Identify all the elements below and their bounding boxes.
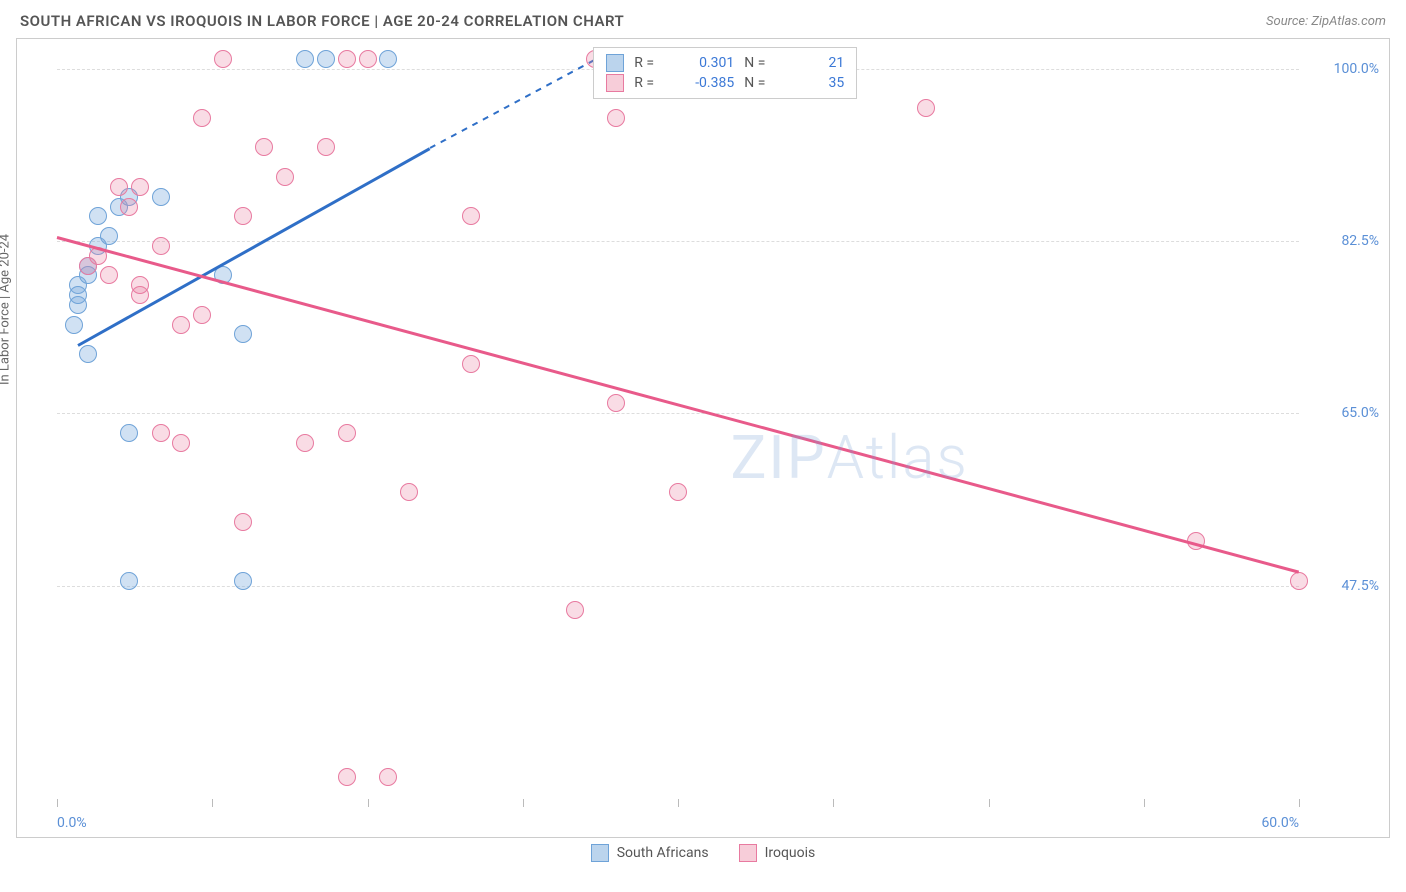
y-tick-label: 65.0% [1341,405,1379,421]
data-point [462,355,480,373]
n-value: 35 [784,75,844,91]
x-tick-right: 60.0% [1261,815,1299,831]
source-label: Source: ZipAtlas.com [1266,14,1386,29]
trendline [429,59,596,149]
trendline [77,148,430,347]
data-point [379,768,397,786]
data-point [120,572,138,590]
x-tick-mark [678,799,679,807]
x-tick-mark [989,799,990,807]
x-tick-mark [1299,799,1300,807]
data-point [234,207,252,225]
data-point [255,138,273,156]
data-point [379,50,397,68]
header: SOUTH AFRICAN VS IROQUOIS IN LABOR FORCE… [0,0,1406,38]
data-point [152,237,170,255]
chart-container: In Labor Force | Age 20-24 R = 0.301 N =… [16,38,1390,838]
data-point [120,424,138,442]
data-point [234,572,252,590]
data-point [234,513,252,531]
data-point [69,286,87,304]
data-point [400,483,418,501]
data-point [296,434,314,452]
data-point [89,207,107,225]
stats-legend: R = 0.301 N = 21 R = -0.385 N = 35 [593,47,857,99]
data-point [131,178,149,196]
data-point [1290,572,1308,590]
data-point [296,50,314,68]
data-point [172,316,190,334]
data-point [152,188,170,206]
data-point [65,316,83,334]
legend-label: South Africans [617,845,709,861]
gridline-h [57,241,1299,242]
swatch-blue [591,844,609,862]
n-value: 21 [784,55,844,71]
data-point [338,424,356,442]
data-point [317,50,335,68]
legend-item-blue: South Africans [591,844,709,862]
data-point [172,434,190,452]
data-point [234,325,252,343]
data-point [120,198,138,216]
stats-row-blue: R = 0.301 N = 21 [606,54,844,72]
x-tick-mark [212,799,213,807]
series-legend: South Africans Iroquois [0,844,1406,862]
x-tick-mark [57,799,58,807]
y-tick-label: 47.5% [1341,578,1379,594]
r-value: 0.301 [674,55,734,71]
r-label: R = [634,75,664,91]
n-label: N = [744,75,774,91]
swatch-pink [606,74,624,92]
y-tick-label: 82.5% [1341,233,1379,249]
x-tick-mark [833,799,834,807]
data-point [917,99,935,117]
data-point [193,306,211,324]
y-axis-label: In Labor Force | Age 20-24 [0,234,13,385]
data-point [566,601,584,619]
data-point [338,768,356,786]
data-point [607,394,625,412]
data-point [462,207,480,225]
swatch-pink [739,844,757,862]
plot-area [57,49,1299,807]
data-point [100,227,118,245]
data-point [276,168,294,186]
data-point [110,178,128,196]
legend-label: Iroquois [765,845,816,861]
x-tick-mark [523,799,524,807]
data-point [193,109,211,127]
data-point [131,276,149,294]
swatch-blue [606,54,624,72]
x-tick-left: 0.0% [57,815,87,831]
data-point [79,345,97,363]
data-point [669,483,687,501]
data-point [100,266,118,284]
x-tick-mark [1144,799,1145,807]
r-label: R = [634,55,664,71]
legend-item-pink: Iroquois [739,844,816,862]
data-point [607,109,625,127]
gridline-h [57,413,1299,414]
y-tick-label: 100.0% [1334,61,1379,77]
chart-title: SOUTH AFRICAN VS IROQUOIS IN LABOR FORCE… [20,12,624,30]
data-point [214,50,232,68]
data-point [338,50,356,68]
x-tick-mark [368,799,369,807]
data-point [152,424,170,442]
stats-row-pink: R = -0.385 N = 35 [606,74,844,92]
n-label: N = [744,55,774,71]
r-value: -0.385 [674,75,734,91]
data-point [317,138,335,156]
data-point [359,50,377,68]
